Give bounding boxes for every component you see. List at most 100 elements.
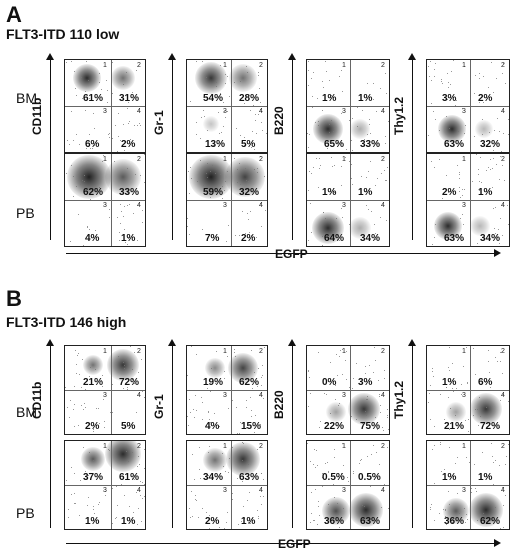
event-dot [489, 169, 491, 171]
quadrant-number-4: 4 [501, 487, 505, 494]
event-dot [74, 349, 76, 351]
event-dot [126, 191, 128, 193]
panel-a-y-arrowhead-3 [408, 53, 416, 60]
event-dot [85, 60, 87, 62]
event-dot [370, 133, 372, 135]
event-dot [95, 229, 97, 231]
event-dot [103, 399, 105, 401]
quadrant-number-2: 2 [137, 443, 141, 450]
event-dot [430, 103, 432, 105]
panel-b-plot-pb-gr1: 1 2 3 4 34% 63% 2% 1% [186, 440, 268, 530]
event-dot [144, 458, 145, 460]
event-dot [348, 224, 350, 226]
event-dot [320, 420, 322, 422]
event-dot [322, 211, 324, 213]
event-dot [111, 383, 113, 385]
event-dot [108, 217, 110, 219]
event-dot [335, 218, 337, 220]
event-dot [248, 218, 250, 220]
event-dot [211, 164, 213, 166]
event-dot [224, 370, 225, 372]
density-cluster [195, 62, 227, 95]
event-dot [443, 468, 445, 470]
event-dot [473, 93, 475, 95]
event-dot [366, 395, 368, 397]
event-dot [385, 220, 387, 222]
event-dot [137, 507, 139, 509]
event-dot [137, 239, 139, 241]
event-dot [460, 240, 462, 242]
event-dot [337, 375, 339, 377]
panel-a-plot-bm-gr1: 1 2 3 4 54% 28% 13% 5% [186, 59, 268, 153]
event-dot [473, 464, 475, 466]
density-cluster [475, 120, 494, 138]
event-dot [101, 379, 103, 381]
event-dot [249, 109, 251, 111]
event-dot [342, 465, 344, 467]
event-dot [223, 527, 225, 529]
event-dot [187, 415, 189, 417]
event-dot [430, 506, 432, 508]
event-dot [200, 117, 202, 119]
event-dot [490, 442, 492, 444]
event-dot [446, 98, 448, 100]
event-dot [71, 466, 73, 468]
event-dot [329, 412, 331, 414]
event-dot [235, 234, 237, 236]
event-dot [340, 185, 342, 187]
event-dot [98, 504, 100, 506]
event-dot [365, 373, 367, 375]
event-dot [328, 471, 330, 473]
panel-b-plot-pb-b220: 1 2 3 4 0.5% 0.5% 36% 63% [306, 440, 390, 530]
event-dot [214, 173, 216, 175]
event-dot [257, 167, 259, 169]
event-dot [219, 132, 221, 134]
event-dot [88, 134, 90, 136]
event-dot [388, 79, 389, 81]
event-dot [428, 134, 430, 136]
density-cluster [349, 492, 384, 527]
event-dot [388, 357, 389, 359]
event-dot [381, 426, 383, 428]
event-dot [508, 443, 509, 445]
event-dot [127, 205, 129, 207]
panel-a-y-axis-arrow-2 [292, 59, 293, 240]
event-dot [337, 404, 339, 406]
quadrant-percent-q1: 59% [203, 187, 224, 198]
event-dot [308, 369, 310, 371]
event-dot [435, 63, 437, 65]
event-dot [473, 348, 475, 350]
density-cluster [349, 216, 372, 239]
event-dot [210, 421, 212, 423]
event-dot [480, 156, 482, 158]
event-dot [448, 503, 450, 505]
event-dot [476, 154, 478, 156]
event-dot [195, 495, 197, 497]
event-dot [441, 78, 443, 80]
event-dot [478, 397, 480, 399]
event-dot [128, 204, 130, 206]
event-dot [449, 429, 450, 431]
event-dot [214, 412, 216, 414]
event-dot [254, 371, 256, 373]
event-dot [341, 112, 343, 114]
event-dot [65, 173, 67, 175]
event-dot [78, 353, 80, 355]
event-dot [503, 526, 505, 528]
event-dot [330, 361, 332, 363]
event-dot [84, 403, 86, 405]
event-dot [227, 471, 229, 473]
event-dot [141, 209, 143, 211]
event-dot [192, 409, 194, 411]
event-dot [199, 469, 201, 471]
event-dot [364, 151, 366, 152]
event-dot [342, 373, 344, 375]
event-dot [218, 96, 220, 98]
event-dot [129, 139, 131, 141]
event-dot [337, 514, 339, 516]
quadrant-percent-q1: 62% [83, 187, 104, 198]
event-dot [226, 170, 228, 172]
event-dot [196, 499, 198, 501]
event-dot [326, 70, 328, 72]
event-dot [487, 87, 489, 89]
